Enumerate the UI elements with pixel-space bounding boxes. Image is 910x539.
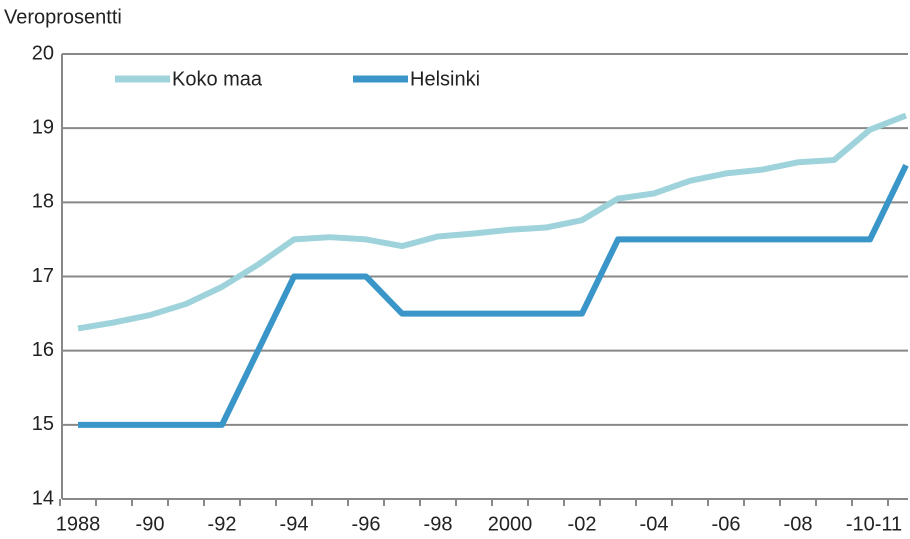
x-tick-label: -02 (568, 513, 597, 535)
y-axis-label: Veroprosentti (4, 6, 122, 28)
x-tick-label: -98 (424, 513, 453, 535)
x-tick-label: -94 (280, 513, 309, 535)
y-tick-label: 17 (32, 265, 54, 287)
x-tick-label: -06 (712, 513, 741, 535)
y-tick-label: 20 (32, 42, 54, 64)
legend-label: Helsinki (410, 68, 480, 90)
x-tick-label: 1988 (56, 513, 101, 535)
y-tick-label: 14 (32, 487, 54, 509)
x-tick-label: 2000 (488, 513, 533, 535)
y-tick-label: 18 (32, 191, 54, 213)
y-tick-label: 19 (32, 116, 54, 138)
x-tick-label: -90 (136, 513, 165, 535)
line (77, 112, 908, 332)
legend-label: Koko maa (172, 68, 263, 90)
y-tick-label: 16 (32, 339, 54, 361)
x-tick-label: -96 (352, 513, 381, 535)
line (78, 163, 909, 428)
x-tick-label: -10-11 (846, 513, 902, 535)
y-tick-label: 15 (32, 413, 54, 435)
x-tick-label: -92 (208, 513, 237, 535)
x-tick-label: -08 (784, 513, 813, 535)
x-tick-label: -04 (640, 513, 669, 535)
